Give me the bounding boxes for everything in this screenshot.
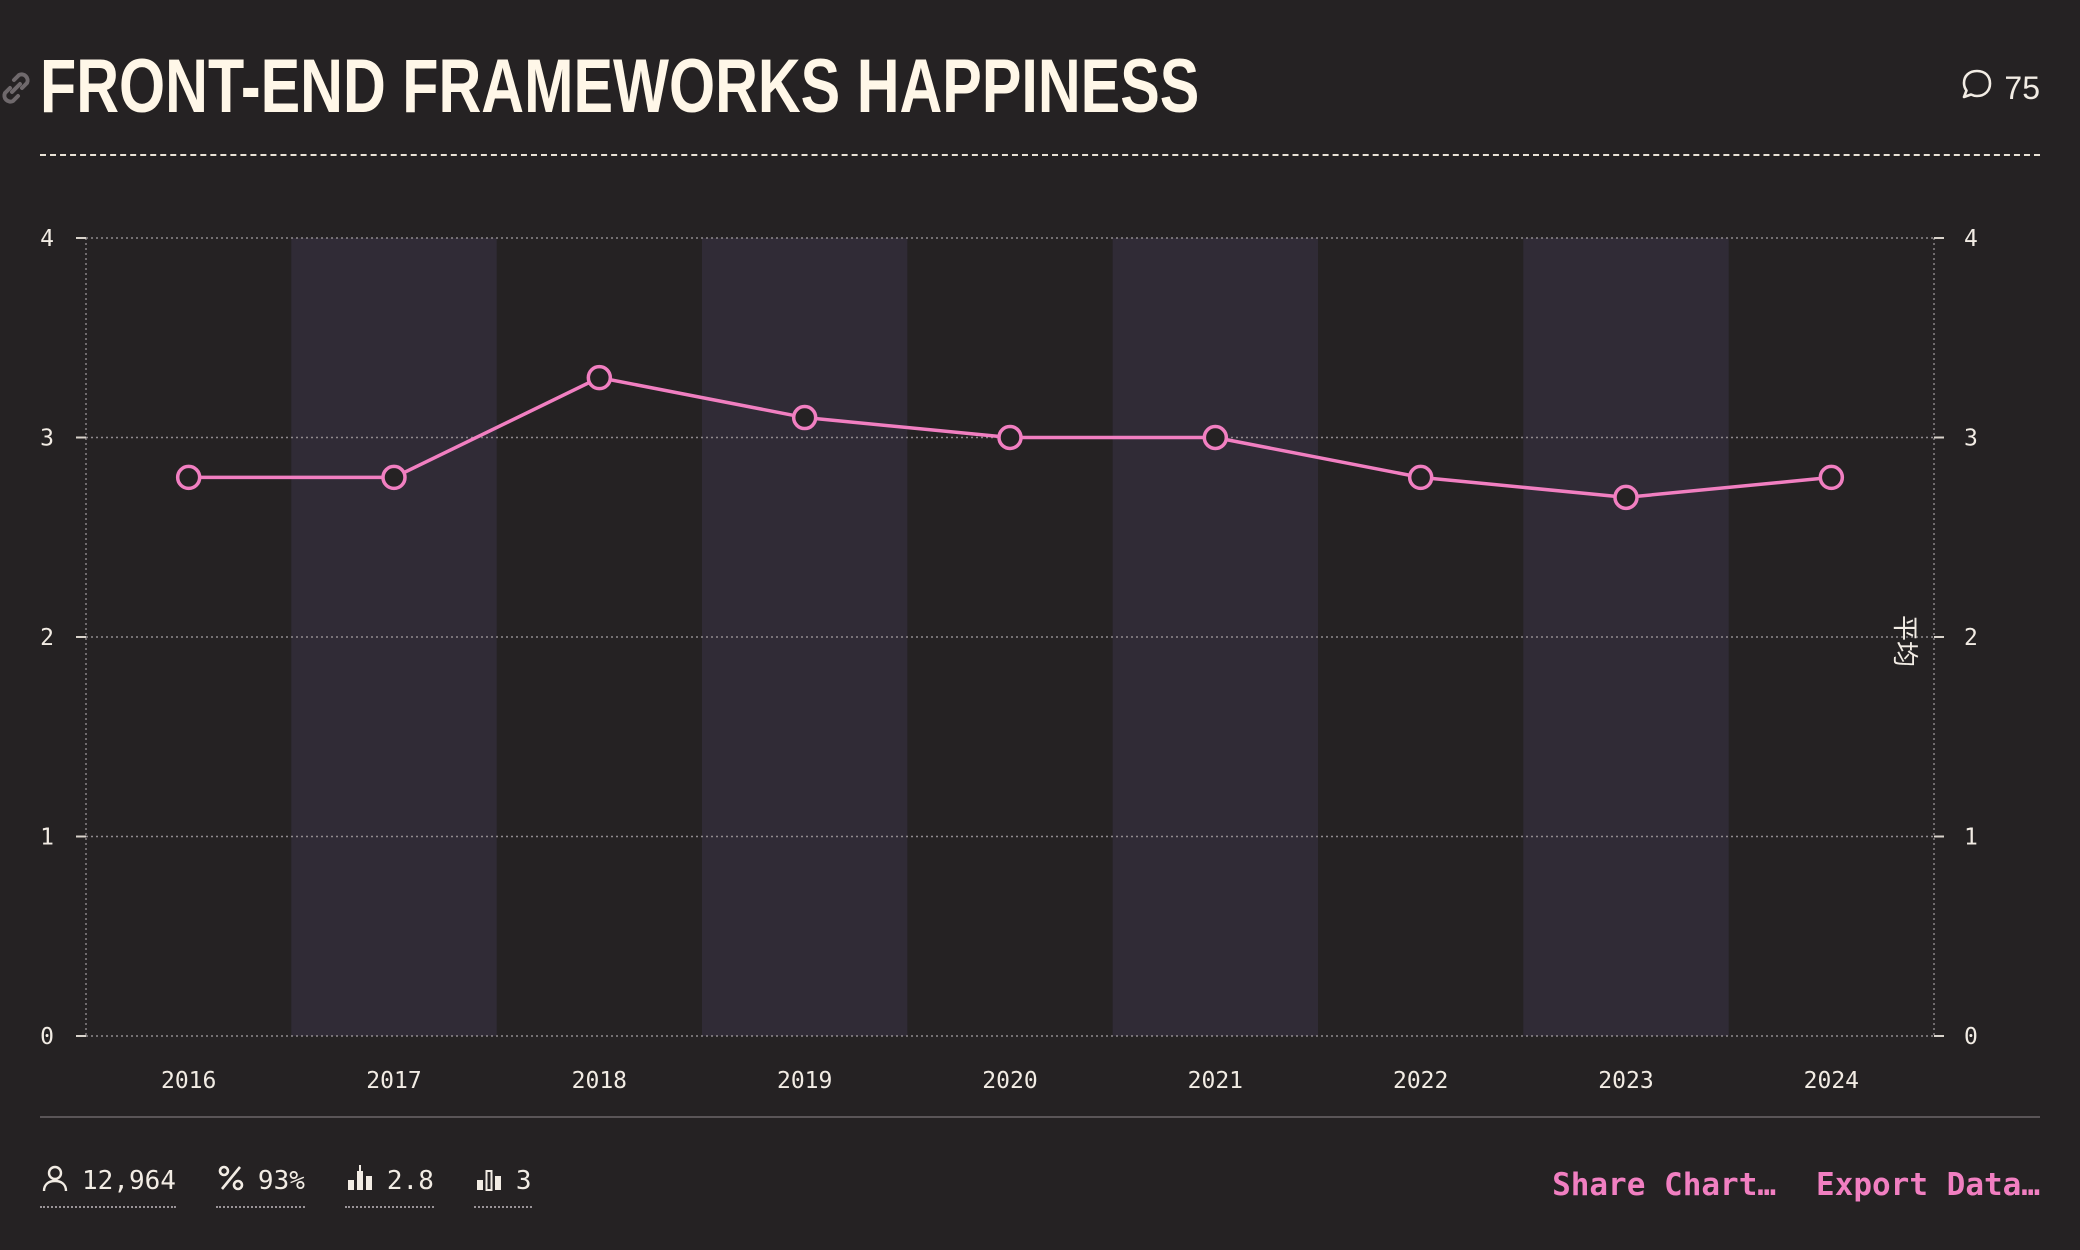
median-value: 3 [515, 1166, 532, 1196]
comment-icon [1960, 67, 1994, 109]
x-tick-label: 2017 [366, 1068, 421, 1094]
median-stat[interactable]: 3 [473, 1163, 532, 1208]
y-tick-label-right: 0 [1964, 1024, 1978, 1050]
x-tick-label: 2018 [572, 1068, 627, 1094]
data-point[interactable] [1613, 484, 1639, 511]
data-point[interactable] [997, 424, 1023, 451]
median-icon [474, 1163, 504, 1200]
y-tick-label-left: 4 [40, 226, 54, 252]
average-icon [345, 1163, 375, 1200]
link-icon[interactable] [0, 68, 36, 108]
percent-icon [216, 1163, 246, 1200]
percent-stat[interactable]: 93% [215, 1163, 305, 1208]
data-point[interactable] [791, 404, 818, 431]
x-tick-label: 2021 [1188, 1068, 1243, 1094]
x-tick-label: 2023 [1598, 1068, 1653, 1094]
chart-stats: 12,964 93% 2.8 3 [40, 1160, 532, 1210]
data-point[interactable] [1407, 464, 1434, 491]
respondents-stat[interactable]: 12,964 [40, 1163, 176, 1208]
x-tick-label: 2019 [777, 1068, 832, 1094]
user-icon [40, 1163, 70, 1200]
x-tick-label: 2016 [161, 1068, 216, 1094]
average-stat[interactable]: 2.8 [344, 1163, 434, 1208]
comments-button[interactable]: 75 [1960, 68, 2040, 108]
y-tick-label-right: 3 [1964, 426, 1978, 452]
x-tick-label: 2020 [982, 1068, 1037, 1094]
y-tick-label-left: 0 [40, 1024, 54, 1050]
x-tick-label: 2022 [1393, 1068, 1448, 1094]
data-point[interactable] [586, 364, 613, 391]
chart-actions: Share Chart… Export Data… [1552, 1160, 2040, 1210]
respondents-value: 12,964 [82, 1166, 176, 1196]
data-point[interactable] [175, 464, 202, 491]
header-divider [40, 154, 2040, 156]
export-data-button[interactable]: Export Data… [1816, 1167, 2040, 1203]
line-chart: 0 1 2 3 4 0 1 2 3 4 2016 2017 2018 2019 2020 2021 2022… [40, 226, 1978, 1094]
chart-title: FRONT-END FRAMEWORKS HAPPINESS [40, 44, 1200, 129]
data-point[interactable] [381, 464, 407, 491]
y-tick-label-left: 1 [40, 825, 54, 851]
percent-value: 93% [257, 1166, 305, 1196]
y-axis-label-right: 平均 [1889, 615, 1919, 667]
y-tick-label-right: 2 [1964, 625, 1978, 651]
average-value: 2.8 [386, 1166, 434, 1196]
comment-count: 75 [2004, 69, 2040, 106]
y-tick-label-left: 2 [40, 625, 54, 651]
y-tick-label-right: 1 [1964, 825, 1978, 851]
data-point[interactable] [1818, 464, 1845, 491]
y-tick-label-right: 4 [1964, 226, 1978, 252]
chart-header: FRONT-END FRAMEWORKS HAPPINESS 75 [2, 42, 2040, 156]
footer-divider [40, 1116, 2040, 1118]
y-tick-label-left: 3 [40, 426, 54, 452]
share-chart-button[interactable]: Share Chart… [1552, 1167, 1777, 1203]
x-tick-label: 2024 [1804, 1068, 1859, 1094]
data-point[interactable] [1202, 424, 1229, 451]
